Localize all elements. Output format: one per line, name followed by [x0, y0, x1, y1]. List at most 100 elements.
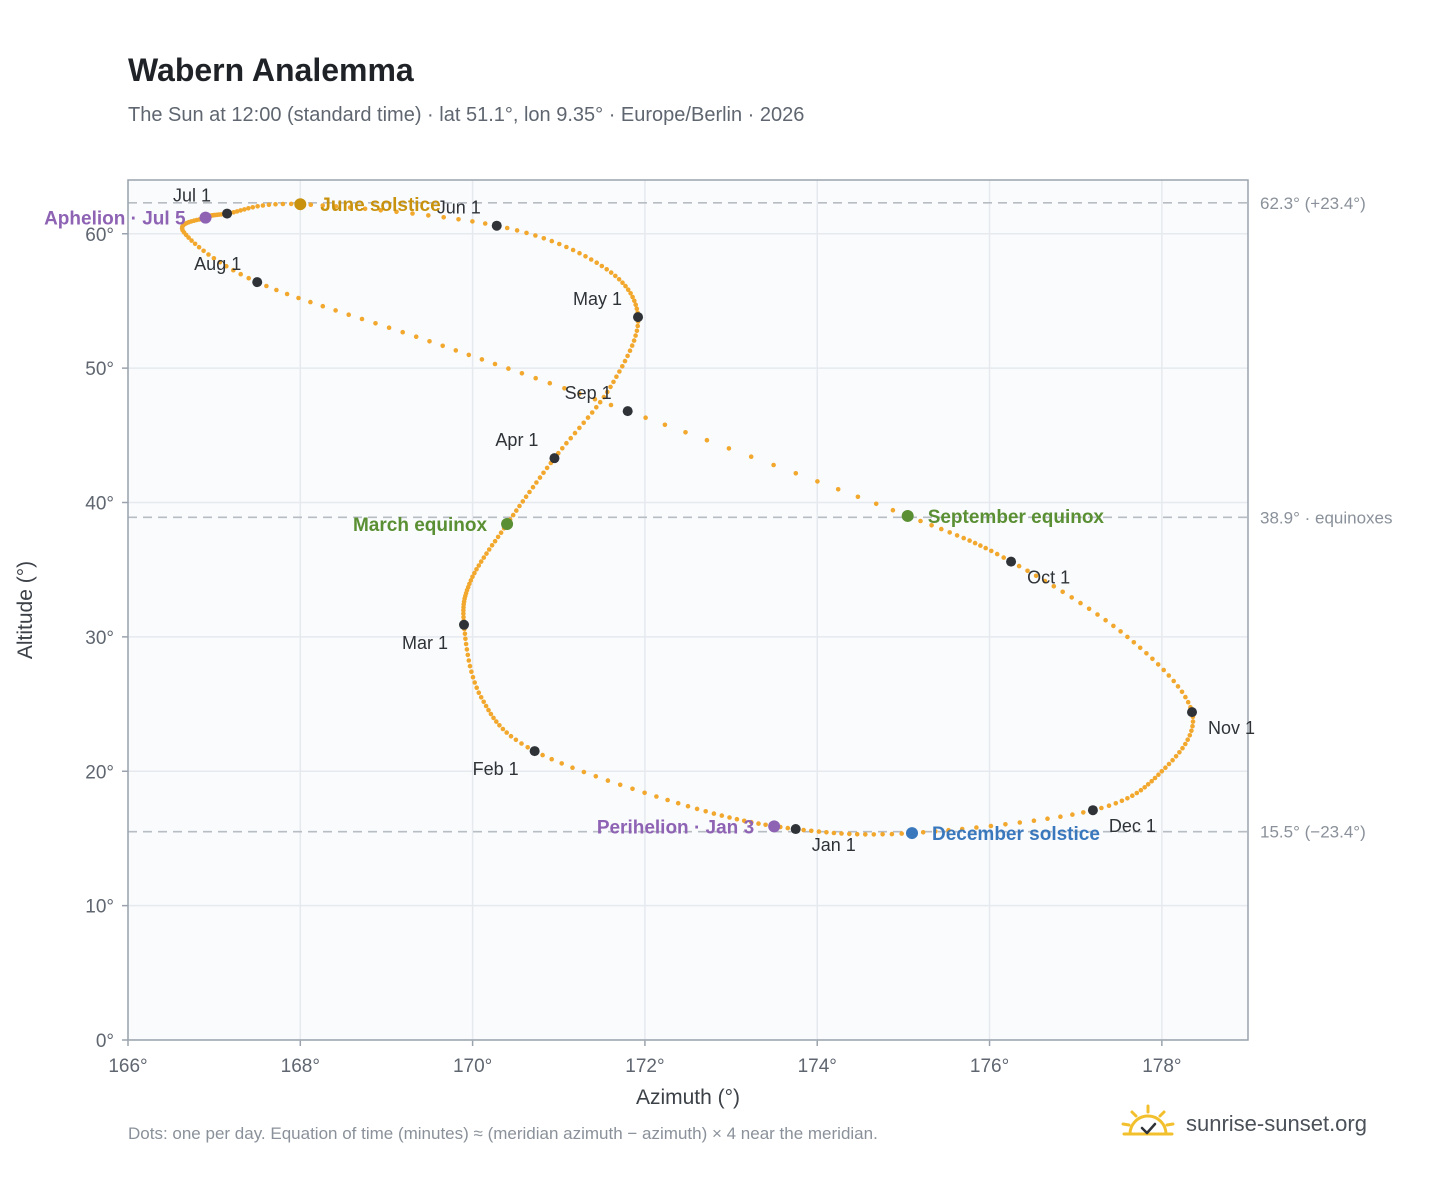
daily-dot: [469, 669, 474, 674]
daily-dot: [333, 308, 338, 313]
daily-dot: [771, 462, 776, 468]
daily-dot: [564, 244, 569, 250]
daily-dot: [466, 352, 472, 358]
daily-dot: [880, 832, 885, 837]
special-point: [906, 827, 918, 840]
daily-dot: [978, 543, 983, 548]
daily-dot: [246, 206, 251, 211]
daily-dot: [474, 685, 480, 690]
daily-dot: [467, 581, 472, 587]
daily-dot: [320, 303, 326, 309]
daily-dot: [605, 389, 610, 395]
daily-dot: [629, 343, 635, 348]
footnote: Dots: one per day. Equation of time (min…: [128, 1124, 878, 1143]
daily-dot: [1042, 578, 1048, 584]
daily-dot: [1111, 623, 1116, 629]
daily-dot: [642, 790, 647, 796]
special-point: [199, 211, 212, 224]
daily-dot: [386, 325, 392, 331]
daily-dot: [206, 252, 211, 257]
daily-dot: [1185, 737, 1190, 742]
daily-dot: [1070, 812, 1075, 817]
daily-dot: [683, 430, 688, 435]
daily-dot: [1163, 765, 1168, 770]
daily-dot: [464, 647, 470, 652]
daily-dot: [577, 425, 582, 431]
daily-dot: [785, 825, 791, 831]
x-tick-label: 166°: [108, 1056, 147, 1077]
sun-icon: [1121, 1104, 1175, 1136]
daily-dot: [983, 545, 988, 551]
month-label: Aug 1: [194, 254, 241, 274]
daily-dot: [544, 465, 550, 471]
daily-dot: [549, 238, 555, 244]
daily-dot: [620, 364, 625, 369]
daily-dot: [749, 819, 754, 825]
daily-dot: [486, 707, 491, 713]
daily-dot: [1138, 787, 1144, 793]
daily-dot: [482, 221, 488, 226]
daily-dot: [524, 230, 529, 236]
daily-dot: [873, 501, 879, 507]
daily-dot: [835, 487, 841, 492]
daily-dot: [1103, 617, 1108, 623]
daily-dot: [483, 703, 489, 709]
daily-dot: [989, 548, 994, 554]
daily-dot: [1179, 689, 1185, 695]
daily-dot: [541, 236, 547, 241]
daily-dot: [711, 811, 717, 816]
daily-dot: [488, 711, 494, 717]
daily-dot: [633, 333, 638, 338]
month-marker: [622, 406, 633, 417]
daily-dot: [474, 567, 479, 572]
daily-dot: [1060, 589, 1065, 595]
daily-dot: [617, 369, 622, 374]
daily-dot: [400, 329, 406, 335]
month-marker: [790, 824, 801, 835]
daily-dot: [288, 201, 294, 207]
brand-name[interactable]: sunrise-sunset.org: [1186, 1111, 1367, 1136]
daily-dot: [549, 756, 554, 762]
x-tick-label: 176°: [970, 1056, 1009, 1077]
daily-dot: [498, 530, 504, 535]
daily-dot: [570, 247, 576, 253]
daily-dot: [1081, 810, 1086, 815]
daily-dot: [961, 535, 966, 541]
daily-dot: [1142, 785, 1147, 790]
daily-dot: [1003, 822, 1008, 827]
daily-dot: [196, 244, 202, 250]
daily-dot: [632, 298, 637, 304]
daily-dot: [855, 494, 861, 500]
daily-dot: [756, 821, 761, 826]
daily-dot: [533, 375, 538, 381]
daily-dot: [617, 782, 623, 788]
month-label: Jan 1: [812, 835, 856, 855]
daily-dot: [592, 396, 598, 402]
daily-dot: [726, 446, 732, 451]
daily-dot: [479, 357, 485, 362]
daily-dot: [585, 415, 591, 420]
daily-dot: [296, 295, 301, 301]
daily-dot: [631, 338, 637, 343]
daily-dot: [192, 241, 198, 247]
daily-dot: [577, 250, 582, 256]
daily-dot: [250, 205, 256, 210]
special-point-label: Perihelion · Jan 3: [597, 817, 754, 838]
brand[interactable]: sunrise-sunset.org: [1120, 1104, 1367, 1144]
x-tick-label: 174°: [798, 1056, 837, 1077]
daily-dot: [1130, 793, 1135, 798]
daily-dot: [703, 809, 708, 814]
daily-dot: [557, 241, 562, 247]
month-marker: [1087, 805, 1098, 816]
daily-dot: [530, 484, 536, 490]
daily-dot: [410, 211, 415, 216]
daily-dot: [470, 219, 475, 224]
y-tick-label: 60°: [85, 225, 114, 246]
daily-dot: [467, 663, 473, 669]
daily-dot: [815, 479, 820, 484]
daily-dot: [465, 652, 471, 658]
daily-dot: [1171, 678, 1176, 684]
month-label: Dec 1: [1109, 816, 1156, 836]
daily-dot: [583, 253, 588, 259]
